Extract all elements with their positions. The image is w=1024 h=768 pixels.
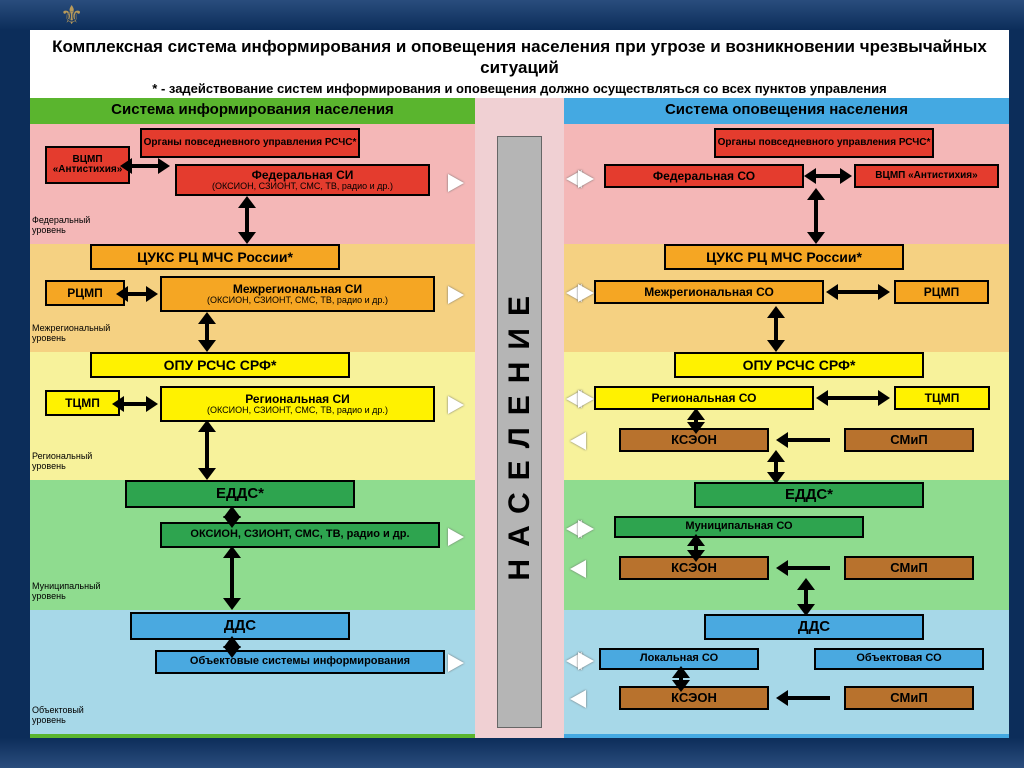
diagram-box: ВЦМП «Антистихия» <box>45 146 130 184</box>
arrow-vert <box>230 516 244 518</box>
arrow-white <box>578 170 594 188</box>
diagram-box: Объектовая СО <box>814 648 984 670</box>
diagram-box: Межрегиональная СИ(ОКСИОН, СЗИОНТ, СМС, … <box>160 276 435 312</box>
arrow-white <box>570 560 586 578</box>
diagram-box: ЦУКС РЦ МЧС России* <box>664 244 904 270</box>
level-label: Региональный уровень <box>32 452 92 472</box>
arrow-vert <box>230 556 244 600</box>
arrow-horiz <box>126 292 148 296</box>
diagram-box: ДДС <box>704 614 924 640</box>
diagram-box: РЦМП <box>894 280 989 304</box>
center-column: НАСЕЛЕНИЕ <box>475 98 564 738</box>
arrow-horiz <box>836 290 880 294</box>
diagram-box: Региональная СИ(ОКСИОН, СЗИОНТ, СМС, ТВ,… <box>160 386 435 422</box>
arrow-white <box>448 528 464 546</box>
diagram-box: ТЦМП <box>894 386 990 410</box>
arrow-vert <box>694 418 708 424</box>
arrow-vert <box>774 316 788 342</box>
diagram-box: СМиП <box>844 686 974 710</box>
arrow-white <box>448 174 464 192</box>
left-header: Система информирования населения <box>30 98 475 124</box>
diagram-box: Федеральная СО <box>604 164 804 188</box>
diagram-box: СМиП <box>844 556 974 580</box>
arrow-white <box>448 396 464 414</box>
right-header: Система оповещения населения <box>564 98 1009 124</box>
arrow-vert <box>679 676 693 682</box>
level-label: Федеральный уровень <box>32 216 90 236</box>
diagram-box: Органы повседневного управления РСЧС* <box>714 128 934 158</box>
arrow-vert <box>814 198 828 234</box>
arrow-horiz <box>786 566 830 570</box>
diagram-box: ВЦМП «Антистихия» <box>854 164 999 188</box>
diagram-box: ОПУ РСЧС СРФ* <box>674 352 924 378</box>
footnote: * - задействование систем информирования… <box>30 81 1009 100</box>
diagram-box: КСЭОН <box>619 686 769 710</box>
diagram-box: Органы повседневного управления РСЧС* <box>140 128 360 158</box>
level-label: Объектовый уровень <box>32 706 84 726</box>
emblem-icon: ⚜ <box>60 0 83 31</box>
arrow-horiz <box>814 174 842 178</box>
arrow-white <box>448 286 464 304</box>
population-box: НАСЕЛЕНИЕ <box>497 136 542 728</box>
arrow-horiz <box>826 396 880 400</box>
diagram-box: Федеральная СИ(ОКСИОН, СЗИОНТ, СМС, ТВ, … <box>175 164 430 196</box>
right-column: Система оповещения населения Органы повс… <box>564 98 1009 738</box>
diagram-box: ЕДДС* <box>125 480 355 508</box>
bottom-bar <box>0 738 1024 768</box>
arrow-white <box>578 652 594 670</box>
arrow-white <box>578 284 594 302</box>
arrow-vert <box>774 460 788 474</box>
arrow-white <box>448 654 464 672</box>
diagram-box: ОПУ РСЧС СРФ* <box>90 352 350 378</box>
arrow-vert <box>205 322 219 342</box>
main-title: Комплексная система информирования и опо… <box>30 30 1009 81</box>
arrow-vert <box>230 646 244 648</box>
arrow-white <box>570 432 586 450</box>
arrow-white <box>578 520 594 538</box>
slide-page: Комплексная система информирования и опо… <box>30 30 1009 738</box>
diagram-box: Объектовые системы информирования <box>155 650 445 674</box>
level-label: Муниципальный уровень <box>32 582 101 602</box>
diagram-box: ЕДДС* <box>694 482 924 508</box>
left-column: Система информирования населения Федерал… <box>30 98 475 738</box>
arrow-horiz <box>130 164 160 168</box>
diagram-box: Межрегиональная СО <box>594 280 824 304</box>
diagram-area: Система информирования населения Федерал… <box>30 98 1009 738</box>
arrow-vert <box>205 430 219 470</box>
population-label: НАСЕЛЕНИЕ <box>503 284 537 581</box>
diagram-box: Муниципальная СО <box>614 516 864 538</box>
diagram-box: РЦМП <box>45 280 125 306</box>
diagram-box: ОКСИОН, СЗИОНТ, СМС, ТВ, радио и др. <box>160 522 440 548</box>
diagram-box: СМиП <box>844 428 974 452</box>
arrow-vert <box>804 588 818 606</box>
level-label: Межрегиональный уровень <box>32 324 110 344</box>
arrow-white <box>570 690 586 708</box>
arrow-white <box>578 390 594 408</box>
arrow-horiz <box>786 696 830 700</box>
arrow-horiz <box>122 402 148 406</box>
arrow-vert <box>245 206 259 234</box>
arrow-horiz <box>786 438 830 442</box>
arrow-vert <box>694 544 708 552</box>
diagram-box: Региональная СО <box>594 386 814 410</box>
diagram-box: ЦУКС РЦ МЧС России* <box>90 244 340 270</box>
top-bar: ⚜ <box>0 0 1024 30</box>
diagram-box: ТЦМП <box>45 390 120 416</box>
